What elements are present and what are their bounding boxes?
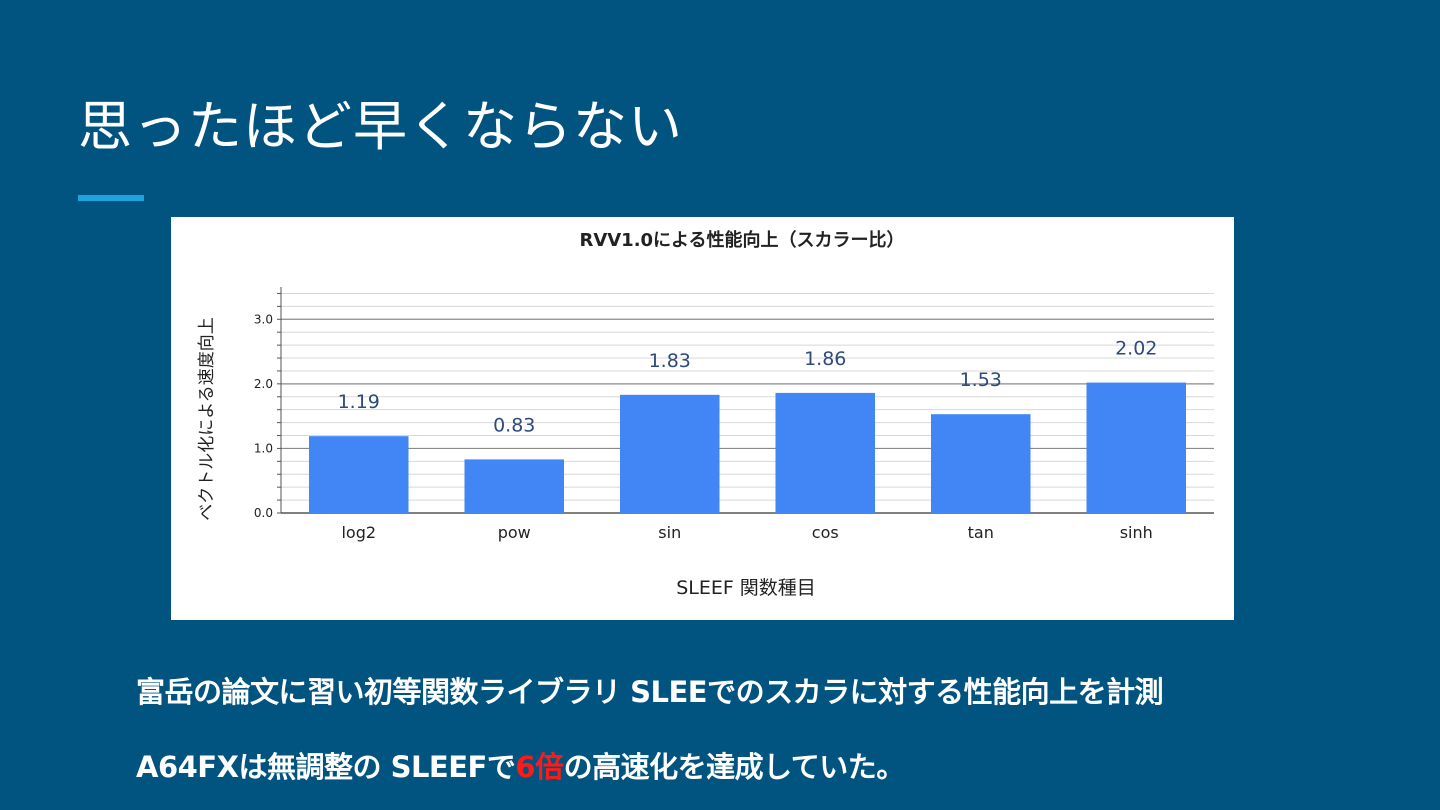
category-label-pow: pow	[498, 523, 531, 542]
category-label-tan: tan	[968, 523, 994, 542]
y-tick-label: 0.0	[254, 506, 273, 520]
bar-chart: RVV1.0による性能向上（スカラー比） 0.0 1.0 2.0 3.0 1.19 lo…	[197, 229, 1214, 599]
category-label-sin: sin	[658, 523, 681, 542]
chart-panel: RVV1.0による性能向上（スカラー比） 0.0 1.0 2.0 3.0 1.19 lo…	[171, 217, 1234, 620]
value-label-sinh: 2.02	[1115, 338, 1157, 360]
value-label-cos: 1.86	[804, 348, 846, 370]
category-label-log2: log2	[341, 523, 376, 542]
bars: 1.19 log2 0.83 pow 1.83 sin 1.86 cos 1.53 tan 2.02…	[308, 338, 1187, 542]
caption-line-1: 富岳の論文に習い初等関数ライブラリ SLEEでのスカラに対する性能向上を計測	[136, 675, 1164, 709]
title-accent-bar	[78, 195, 144, 201]
category-label-sinh: sinh	[1120, 523, 1153, 542]
value-label-tan: 1.53	[960, 369, 1002, 391]
grid-lines	[281, 292, 1214, 501]
axes: 0.0 1.0 2.0 3.0	[254, 287, 1214, 520]
caption-line-2-end: の高速化を達成していた。	[563, 750, 906, 784]
bar-cos	[775, 392, 876, 513]
y-axis-label: ベクトル化による速度向上	[197, 317, 217, 521]
value-label-log2: 1.19	[338, 391, 380, 413]
bar-sinh	[1086, 382, 1187, 513]
bar-log2	[308, 436, 409, 513]
slide-title: 思ったほど早くならない	[78, 95, 683, 158]
chart-title: RVV1.0による性能向上（スカラー比）	[579, 229, 904, 251]
y-tick-label: 2.0	[254, 377, 273, 391]
caption-highlight: 6倍	[515, 750, 564, 784]
bar-sin	[619, 394, 720, 513]
y-tick-label: 1.0	[254, 441, 273, 455]
caption-line-2: A64FXは無調整の SLEEFで6倍の高速化を達成していた。	[136, 747, 905, 787]
x-axis-label: SLEEF 関数種目	[676, 577, 816, 599]
category-label-cos: cos	[812, 523, 839, 542]
value-label-pow: 0.83	[493, 414, 535, 436]
y-tick-label: 3.0	[254, 312, 273, 326]
bar-tan	[930, 414, 1031, 513]
bar-pow	[464, 459, 565, 513]
value-label-sin: 1.83	[649, 350, 691, 372]
caption-line-2-start: A64FXは無調整の SLEEFで	[136, 750, 516, 784]
